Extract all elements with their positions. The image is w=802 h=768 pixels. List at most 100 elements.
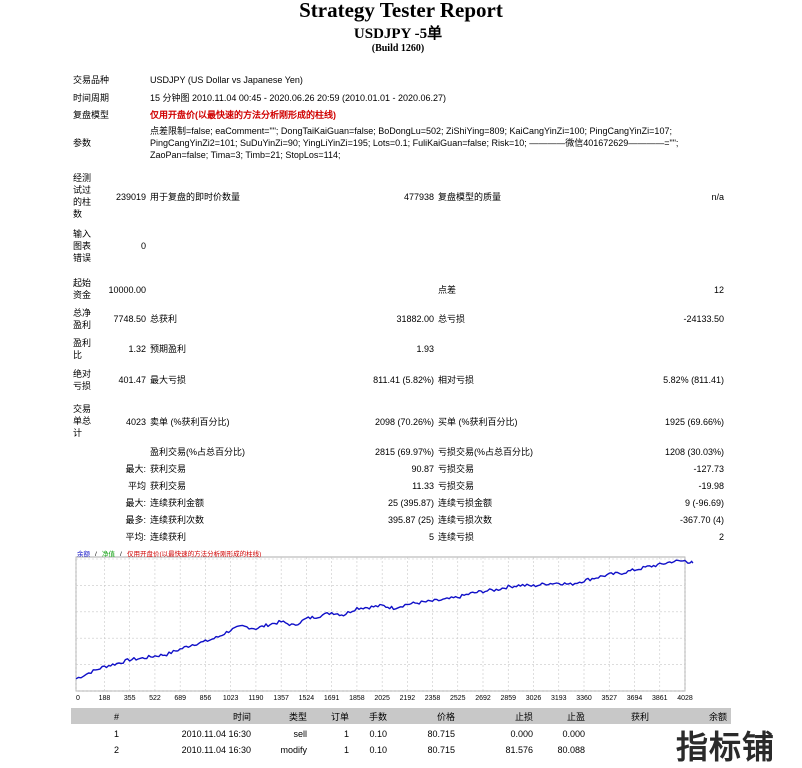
chart-legend-item: 仅用开盘价(以最快速的方法分析刚形成的柱线)	[127, 549, 261, 558]
profit-factor-value: 1.32	[128, 344, 146, 354]
abs-drawdown-label: 绝对亏损	[73, 369, 92, 391]
deposit-label: 起始资金	[73, 278, 92, 300]
period-label: 时间周期	[73, 93, 110, 103]
deposit-value: 10000.00	[108, 285, 146, 295]
table-header-cell: 订单	[330, 712, 349, 722]
total-trades-label: 交易单总计	[73, 404, 92, 438]
largest-loss-value: -127.73	[693, 464, 724, 474]
table-row-cell: 0.000	[562, 729, 585, 739]
max-drawdown-value: 811.41 (5.82%)	[373, 375, 434, 385]
chart-legend-item: 余额	[77, 549, 91, 558]
chart-legend-item: 净值	[102, 549, 116, 558]
cons-loss-label: 连续亏损次数	[438, 515, 493, 525]
cons-wins-value: 25 (395.87)	[387, 498, 434, 508]
long-positions-label: 买单 (%获利百分比)	[438, 417, 518, 427]
profit-trades-value: 2815 (69.97%)	[374, 447, 434, 457]
chart-x-tick-label: 3360	[576, 695, 592, 702]
model-label: 复盘模型	[73, 110, 110, 120]
chart-legend-separator: /	[120, 551, 122, 558]
avg-cons-losses-value: 2	[718, 532, 724, 542]
quality-value: n/a	[711, 192, 724, 202]
table-row-cell: 80.715	[427, 729, 455, 739]
params-label: 参数	[73, 138, 92, 148]
build-number: (Build 1260)	[371, 43, 425, 54]
largest-profit-value: 90.87	[411, 464, 434, 474]
table-row-cell: 0.000	[510, 729, 533, 739]
net-value: 7748.50	[113, 314, 146, 324]
avg-profit-value: 11.33	[412, 481, 434, 491]
table-row-cell: 81.576	[505, 745, 533, 755]
avg-profit-label: 获利交易	[150, 481, 187, 491]
table-header-cell: 获利	[630, 712, 649, 722]
chart-x-tick-label: 2859	[500, 695, 516, 702]
avg-loss-label: 亏损交易	[438, 481, 475, 491]
gross-loss-label: 总亏损	[438, 314, 466, 324]
ticks-label: 用于复盘的即时价数量	[150, 192, 241, 202]
cons-losses-label: 连续亏损金额	[438, 498, 493, 508]
short-positions-label: 卖单 (%获利百分比)	[150, 417, 230, 427]
table-header-cell: 时间	[232, 712, 251, 722]
symbol-label: 交易品种	[73, 75, 110, 85]
cons-profit-value: 395.87 (25)	[387, 515, 434, 525]
table-header-cell: 价格	[436, 712, 455, 722]
balance-chart: 0 188 355 522 689 856 1023 1190 1357 1524 1691 1858…	[73, 547, 715, 705]
loss-trades-value: 1208 (30.03%)	[664, 447, 724, 457]
profit-factor-label: 盈利比	[73, 338, 92, 360]
table-header-cell: 类型	[288, 712, 307, 722]
chart-x-tick-label: 2525	[450, 695, 466, 702]
balance-chart-svg: 0 188 355 522 689 856 1023 1190 1357 1524 1691 1858…	[75, 549, 715, 702]
chart-x-tick-label: 2192	[400, 695, 416, 702]
chart-x-tick-label: 1023	[223, 695, 239, 702]
table-row-cell: 2	[113, 745, 119, 755]
report-subtitle: USDJPY -5单	[353, 26, 443, 42]
table-row-cell: 2010.11.04 16:30	[181, 745, 251, 755]
chart-plot-area	[75, 556, 686, 692]
table-header-cell: 手数	[368, 712, 387, 722]
avg-cons-wins-value: 5	[428, 532, 434, 542]
trades-table-header	[71, 708, 731, 724]
table-row-cell: 2010.11.04 16:30	[181, 729, 251, 739]
rel-drawdown-value: 5.82% (811.41)	[663, 375, 724, 385]
chart-x-tick-label: 689	[174, 695, 186, 702]
max-prefix: 最大:	[125, 498, 146, 508]
cons-profit-label: 连续获利次数	[150, 515, 205, 525]
chart-x-tick-label: 3026	[526, 695, 542, 702]
table-header-cell: 余额	[708, 712, 727, 722]
chart-x-tick-label: 1691	[324, 695, 340, 702]
quality-label: 复盘模型的质量	[438, 192, 502, 202]
profit-trades-label: 盈利交易(%占总百分比)	[150, 447, 245, 457]
max-drawdown-label: 最大亏损	[150, 375, 187, 385]
rel-drawdown-label: 相对亏损	[438, 375, 475, 385]
table-header-cell: 止盈	[566, 712, 585, 722]
errors-label: 输入图表错误	[73, 229, 92, 263]
most-prefix: 最多:	[125, 515, 146, 525]
chart-x-tick-label: 3193	[551, 695, 567, 702]
bars-value: 239019	[115, 192, 146, 202]
chart-x-tick-label: 3694	[627, 695, 643, 702]
spread-value: 12	[713, 285, 724, 295]
avg-cons-losses-label: 连续亏损	[438, 532, 475, 542]
expected-payoff-label: 预期盈利	[150, 344, 187, 354]
table-row-cell: sell	[293, 729, 307, 739]
table-header-cell: #	[113, 712, 119, 722]
avg-loss-value: -19.98	[698, 481, 724, 491]
chart-x-tick-label: 856	[200, 695, 212, 702]
avg2-prefix: 平均:	[125, 532, 146, 542]
chart-x-tick-label: 2692	[475, 695, 491, 702]
table-row-cell: 1	[343, 745, 349, 755]
cons-losses-value: 9 (-96.69)	[684, 498, 724, 508]
chart-x-tick-label: 1858	[349, 695, 365, 702]
chart-legend-separator: /	[95, 551, 97, 558]
chart-x-tick-label: 1357	[273, 695, 289, 702]
chart-x-tick-label: 2358	[425, 695, 441, 702]
chart-x-tick-label: 355	[124, 695, 136, 702]
table-row-cell: 1	[113, 729, 119, 739]
avg-cons-wins-label: 连续获利	[150, 532, 187, 542]
symbol-value: USDJPY (US Dollar vs Japanese Yen)	[150, 75, 303, 85]
chart-x-tick-label: 1524	[299, 695, 315, 702]
chart-x-tick-label: 1190	[248, 695, 263, 702]
gross-profit-value: 31882.00	[396, 314, 434, 324]
average-prefix: 平均	[127, 481, 146, 491]
table-row-cell: 80.715	[427, 745, 455, 755]
gross-loss-value: -24133.50	[683, 314, 724, 324]
